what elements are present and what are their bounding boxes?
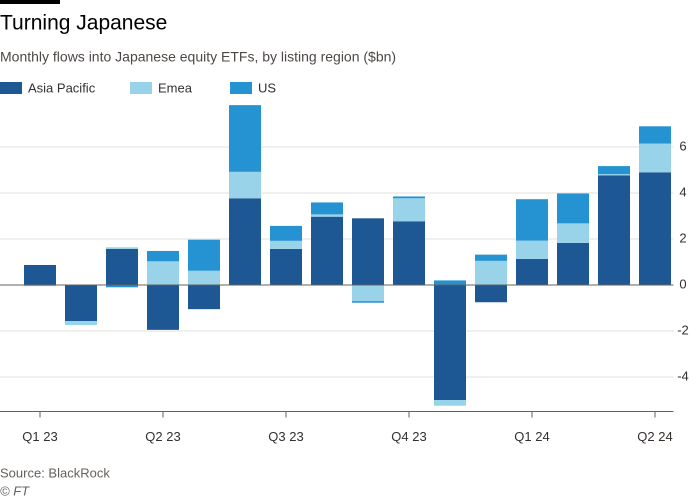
legend-swatch (0, 82, 22, 94)
bar-segment (106, 247, 138, 249)
x-tick-label: Q3 23 (268, 429, 303, 444)
bar-segment (188, 270, 220, 285)
bar-segment (270, 240, 302, 249)
bar-segment (270, 248, 302, 285)
bar-segment (598, 174, 630, 176)
y-tick-label: 6 (679, 138, 686, 153)
bar-segment (516, 240, 548, 260)
bar-segment (434, 400, 466, 406)
legend-label: Asia Pacific (28, 80, 96, 95)
bar-segment (475, 285, 507, 303)
bar-segment (393, 196, 425, 199)
bar-segment (147, 250, 179, 262)
x-tick-label: Q2 24 (637, 429, 672, 444)
bar-segment (147, 285, 179, 330)
bar-segment (65, 321, 97, 326)
bar-segment (393, 221, 425, 285)
x-tick-label: Q4 23 (391, 429, 426, 444)
bar-segment (393, 198, 425, 222)
bar-segment (598, 175, 630, 285)
bar-segment (639, 143, 671, 173)
bar-segment (352, 218, 384, 285)
bar-segment (311, 216, 343, 285)
bar-segment (516, 259, 548, 285)
bar-segment (106, 248, 138, 285)
bar-segment (311, 202, 343, 215)
bar-segment (475, 260, 507, 285)
bar-segment (229, 171, 261, 199)
bar-segment (311, 214, 343, 217)
bar-segment (188, 239, 220, 271)
bar-segment (557, 223, 589, 243)
x-tick-label: Q1 24 (514, 429, 549, 444)
bar-segment (598, 166, 630, 175)
y-tick-label: 2 (679, 230, 686, 245)
bar-segment (147, 261, 179, 285)
y-tick-label: -2 (677, 322, 689, 337)
bar-segment (639, 172, 671, 285)
bar-segment (106, 285, 138, 288)
legend-label: US (258, 80, 276, 95)
bar-segment (229, 105, 261, 172)
bar-segment (557, 193, 589, 224)
bar-segment (352, 285, 384, 302)
bar-segment (475, 254, 507, 261)
bar-segment (24, 285, 56, 287)
brand-rule (0, 0, 60, 4)
legend-swatch (130, 82, 152, 94)
y-tick-label: 4 (679, 184, 686, 199)
bar-segment (229, 198, 261, 285)
credit: © FT (0, 483, 30, 498)
x-tick-label: Q2 23 (145, 429, 180, 444)
bar-segment (639, 126, 671, 144)
bar-segment (270, 225, 302, 241)
y-tick-label: -4 (677, 368, 689, 383)
bar-segment (557, 242, 589, 285)
bar-segment (352, 301, 384, 303)
x-tick-label: Q1 23 (22, 429, 57, 444)
bar-segment (65, 285, 97, 322)
legend-swatch (230, 82, 252, 94)
chart-title: Turning Japanese (0, 12, 167, 35)
y-tick-label: 0 (679, 276, 686, 291)
bar-segment (434, 285, 466, 400)
source: Source: BlackRock (0, 465, 110, 480)
bar-segment (188, 285, 220, 310)
chart-subtitle: Monthly flows into Japanese equity ETFs,… (0, 49, 396, 65)
bar-segment (24, 264, 56, 285)
legend-label: Emea (158, 80, 193, 95)
bar-segment (516, 199, 548, 241)
bar-segment (434, 280, 466, 285)
